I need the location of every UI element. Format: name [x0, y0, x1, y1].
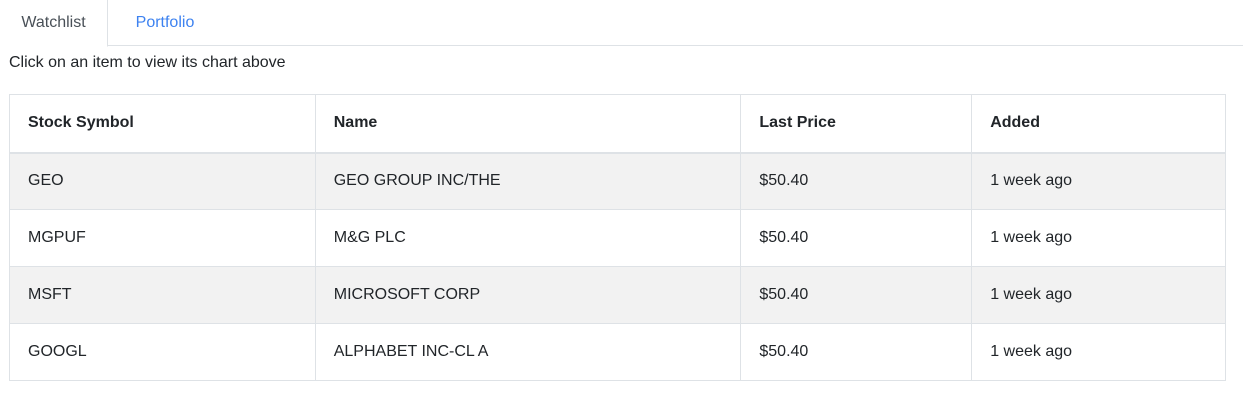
column-header-name: Name — [314, 94, 742, 154]
cell-name: ALPHABET INC-CL A — [314, 323, 742, 381]
cell-symbol: MSFT — [9, 266, 316, 324]
column-header-last-price: Last Price — [740, 94, 973, 154]
tab-portfolio[interactable]: Portfolio — [135, 14, 195, 31]
cell-last-price: $50.40 — [740, 209, 973, 267]
cell-symbol: GOOGL — [9, 323, 316, 381]
cell-symbol: MGPUF — [9, 209, 316, 267]
cell-symbol: GEO — [9, 152, 316, 210]
column-header-added: Added — [971, 94, 1226, 154]
cell-added: 1 week ago — [971, 209, 1226, 267]
table-row[interactable]: GOOGL ALPHABET INC-CL A $50.40 1 week ag… — [9, 323, 1226, 381]
tab-watchlist[interactable]: Watchlist — [0, 0, 108, 47]
cell-added: 1 week ago — [971, 266, 1226, 324]
cell-name: MICROSOFT CORP — [314, 266, 742, 324]
cell-last-price: $50.40 — [740, 323, 973, 381]
table-row[interactable]: GEO GEO GROUP INC/THE $50.40 1 week ago — [9, 152, 1226, 210]
table-row[interactable]: MSFT MICROSOFT CORP $50.40 1 week ago — [9, 266, 1226, 324]
cell-added: 1 week ago — [971, 323, 1226, 381]
cell-last-price: $50.40 — [740, 152, 973, 210]
cell-name: M&G PLC — [314, 209, 742, 267]
cell-added: 1 week ago — [971, 152, 1226, 210]
cell-name: GEO GROUP INC/THE — [314, 152, 742, 210]
instruction-text: Click on an item to view its chart above — [9, 54, 286, 71]
table-header-row: Stock Symbol Name Last Price Added — [9, 94, 1226, 154]
column-header-symbol: Stock Symbol — [9, 94, 316, 154]
tab-bar: Watchlist Portfolio — [0, 0, 1243, 47]
table-row[interactable]: MGPUF M&G PLC $50.40 1 week ago — [9, 209, 1226, 267]
cell-last-price: $50.40 — [740, 266, 973, 324]
watchlist-table: Stock Symbol Name Last Price Added GEO G… — [9, 94, 1226, 381]
